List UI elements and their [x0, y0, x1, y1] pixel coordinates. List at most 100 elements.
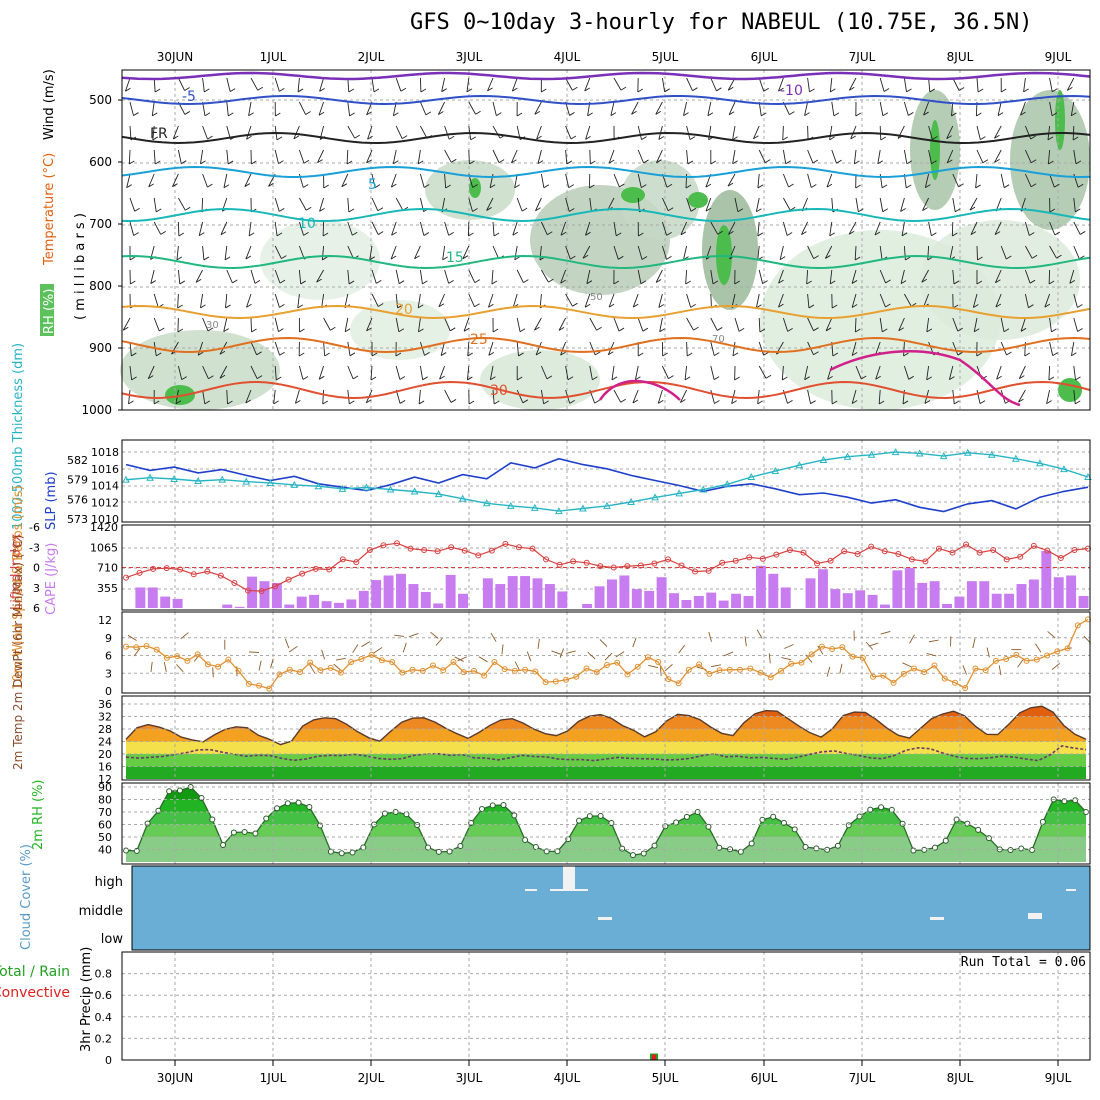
wind-barb: [418, 389, 421, 404]
wind-barb-flag: [199, 232, 205, 236]
wind-barb-flag: [882, 208, 888, 213]
wind-barb-flag: [787, 327, 793, 332]
precip-tick-label: 0.2: [95, 1032, 113, 1045]
wind-barb: [658, 293, 663, 308]
rh-marker: [1072, 797, 1079, 804]
wind-barb-flag: [279, 351, 285, 356]
wind-barb-flag: [246, 135, 252, 140]
wind-barb: [321, 293, 325, 308]
wind-barb: [352, 644, 359, 654]
thickness-tick-label: 582: [67, 454, 88, 467]
temp-band: [126, 729, 1086, 742]
cape-bar: [222, 604, 233, 608]
wind-barb: [928, 125, 933, 140]
wind-barb-flag: [833, 112, 840, 117]
wind-barb-flag: [300, 280, 306, 285]
wind-barb-flag: [547, 231, 553, 236]
wind-barb-flag: [1075, 376, 1081, 381]
wind-barb: [226, 389, 228, 405]
wind-barb-flag: [424, 351, 430, 356]
temp-tick-label: 24: [98, 736, 112, 749]
bottom-date-label: 6JUL: [751, 1071, 778, 1085]
wind-barb-flag: [566, 160, 573, 165]
wind-barb: [347, 125, 356, 139]
cape-bar: [991, 593, 1002, 608]
wind-barb-flag: [219, 350, 226, 355]
wind-barb-flag: [613, 280, 620, 285]
li-marker: [231, 580, 238, 587]
wind-barb-flag: [1072, 136, 1079, 141]
wind-barb-flag: [148, 183, 154, 188]
li-tick-label: -6: [29, 521, 40, 534]
wind-barb-flag: [521, 207, 528, 212]
cape-bar: [520, 576, 531, 608]
thickness-marker: [651, 493, 659, 501]
wind-barb: [478, 656, 488, 663]
wind-barb: [824, 245, 833, 259]
li-marker: [922, 558, 929, 565]
wind-barb: [928, 639, 939, 643]
wind-barb-flag: [1048, 280, 1055, 285]
wind-barb-flag: [689, 136, 696, 140]
wind-speed-marker: [573, 673, 580, 680]
wind-barb: [438, 293, 446, 307]
li-marker: [285, 576, 292, 583]
wind-speed-marker: [194, 651, 201, 658]
wind-barb-flag: [786, 232, 793, 236]
cape-bar: [979, 581, 990, 608]
cape-tick-label: 1420: [90, 521, 118, 534]
wind-barb: [807, 149, 814, 164]
rh-marker: [241, 829, 248, 835]
wind-barb-flag: [1020, 111, 1026, 116]
wind-barb-flag: [658, 399, 664, 404]
thickness-ylabel: 1000-500mb Thickness (dm): [11, 343, 26, 530]
wind-speed-marker: [972, 665, 979, 672]
wind-barb-flag: [690, 304, 696, 308]
li-marker: [651, 560, 658, 567]
li-marker: [421, 546, 428, 553]
wind-barb: [589, 149, 591, 165]
wind-barb-flag: [851, 352, 858, 356]
cape-bar: [433, 603, 444, 608]
wind-barb: [1047, 631, 1056, 639]
pressure-axis-label: ( m i l l i b a r s ): [73, 213, 88, 320]
wind-barb-flag: [970, 231, 977, 236]
wind-barb-flag: [728, 231, 734, 235]
cape-bar: [966, 581, 977, 608]
wind-barb-flag: [1024, 352, 1031, 357]
wind-barb-flag: [756, 208, 762, 213]
wind-barb-flag: [926, 328, 933, 333]
wind-barb: [807, 173, 812, 188]
wind-barb: [998, 665, 1002, 676]
wind-barb: [879, 293, 886, 308]
wind-barb-flag: [825, 327, 832, 332]
li-marker: [475, 552, 482, 559]
wind-barb: [1070, 341, 1075, 356]
wind-barb: [248, 651, 260, 653]
wind-barb-flag: [1054, 231, 1061, 236]
wind-speed-marker: [849, 653, 856, 660]
wind-speed-marker: [716, 667, 723, 674]
wind-barb-flag: [1030, 183, 1037, 188]
wind-barb-flag: [637, 352, 644, 357]
wind-barb-flag: [901, 232, 908, 237]
top-date-label: 7JUL: [849, 50, 876, 64]
wind-barb: [686, 149, 689, 164]
wind-barb-flag: [1051, 328, 1057, 333]
wind-barb: [226, 149, 229, 164]
wind-barb: [274, 293, 280, 308]
wind-barb-flag: [570, 135, 577, 140]
thickness-marker: [266, 478, 275, 486]
wind-barb: [347, 245, 354, 259]
wind-barb: [177, 317, 179, 333]
wind-speed-marker: [665, 676, 672, 683]
wind-barb-flag: [762, 280, 768, 284]
wind-barb: [246, 293, 252, 308]
top-date-axis: 30JUN 1JUL 2JUL 3JUL 4JUL 5JUL 6JUL 7JUL 8JUL 9JU…: [157, 50, 1072, 64]
isotherm-label: -5: [182, 89, 196, 105]
wind-barb-flag: [319, 208, 325, 212]
wind-barb-flag: [765, 159, 771, 164]
wind-barb: [419, 77, 422, 93]
wind-barb: [686, 317, 694, 331]
wind-barb-flag: [248, 232, 255, 237]
